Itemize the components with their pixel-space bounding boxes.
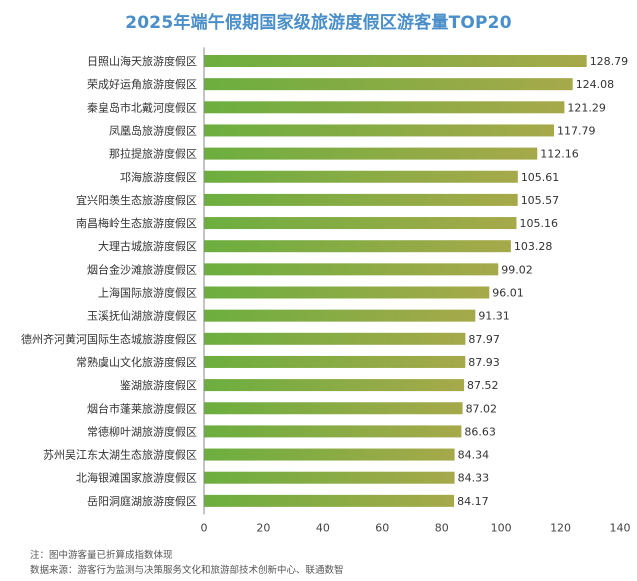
category-label: 那拉提旅游度假区 — [109, 147, 197, 161]
bar — [204, 379, 465, 392]
category-label: 烟台市蓬莱旅游度假区 — [87, 401, 197, 415]
x-tick-label: 40 — [316, 521, 330, 534]
x-tick-label: 140 — [610, 521, 631, 534]
value-label: 105.61 — [521, 171, 560, 184]
footnote-note: 注：图中游客量已折算成指数体现 — [30, 550, 173, 561]
bar — [204, 286, 490, 299]
bar — [204, 55, 587, 67]
category-label: 荣成好运角旅游度假区 — [87, 77, 197, 91]
value-label: 84.34 — [458, 449, 490, 462]
category-label: 秦皇岛市北戴河度假区 — [87, 100, 197, 114]
category-label: 常熟虞山文化旅游度假区 — [76, 355, 197, 369]
bar — [204, 355, 466, 368]
category-label: 凤凰岛旅游度假区 — [109, 123, 197, 137]
category-label: 鉴湖旅游度假区 — [120, 378, 197, 392]
value-label: 103.28 — [514, 240, 553, 253]
category-label: 邛海旅游度假区 — [120, 170, 197, 184]
value-label: 87.02 — [466, 402, 498, 415]
category-label: 南昌梅岭生态旅游度假区 — [76, 216, 197, 230]
category-label: 日照山海天旅游度假区 — [87, 54, 197, 68]
value-label: 87.97 — [468, 333, 500, 346]
category-label: 大理古城旅游度假区 — [98, 239, 197, 253]
bar — [204, 494, 455, 507]
category-label: 玉溪抚仙湖旅游度假区 — [87, 309, 197, 323]
x-tick-label: 80 — [435, 521, 449, 534]
bar — [204, 240, 511, 253]
chart-title: 2025年端午假期国家级旅游度假区游客量TOP20 — [125, 13, 512, 33]
value-label: 105.57 — [521, 194, 560, 207]
category-label: 岳阳洞庭湖旅游度假区 — [87, 494, 197, 508]
bar — [204, 263, 499, 276]
bar — [204, 124, 555, 137]
value-label: 87.93 — [468, 356, 500, 369]
value-label: 84.33 — [458, 472, 490, 485]
category-label: 烟台金沙滩旅游度假区 — [87, 262, 197, 276]
bar — [204, 193, 518, 206]
value-label: 117.79 — [557, 124, 596, 137]
bar — [204, 78, 573, 91]
value-label: 121.29 — [567, 101, 606, 114]
bar — [204, 402, 463, 415]
value-label: 105.16 — [519, 217, 558, 230]
x-tick-label: 20 — [256, 521, 270, 534]
value-label: 124.08 — [576, 78, 615, 91]
category-label: 常德柳叶湖旅游度假区 — [87, 424, 197, 438]
category-label: 德州齐河黄河国际生态城旅游度假区 — [21, 332, 197, 346]
value-label: 99.02 — [501, 263, 532, 276]
bar — [204, 332, 466, 345]
bar — [204, 448, 455, 461]
value-label: 91.31 — [478, 310, 510, 323]
bar — [204, 471, 455, 484]
bar — [204, 309, 476, 322]
category-label: 宜兴阳羡生态旅游度假区 — [76, 193, 197, 207]
value-label: 86.63 — [464, 425, 496, 438]
bar — [204, 170, 518, 183]
value-label: 84.17 — [457, 495, 489, 508]
category-label: 苏州吴江东太湖生态旅游度假区 — [43, 448, 197, 462]
value-label: 87.52 — [467, 379, 499, 392]
x-tick-label: 0 — [201, 521, 208, 534]
category-label: 上海国际旅游度假区 — [98, 286, 197, 300]
value-label: 128.79 — [590, 55, 629, 68]
x-tick-label: 100 — [491, 521, 512, 534]
bar — [204, 425, 462, 438]
footnote-source: 数据来源：游客行为监测与决策服务文化和旅游部技术创新中心、联通数智 — [30, 565, 344, 576]
bar — [204, 101, 565, 114]
category-label: 北海银滩国家旅游度假区 — [76, 471, 197, 485]
x-tick-label: 60 — [375, 521, 389, 534]
bar — [204, 147, 538, 160]
bar — [204, 217, 517, 230]
value-label: 112.16 — [540, 148, 579, 161]
value-label: 96.01 — [492, 287, 524, 300]
x-tick-label: 120 — [550, 521, 571, 534]
